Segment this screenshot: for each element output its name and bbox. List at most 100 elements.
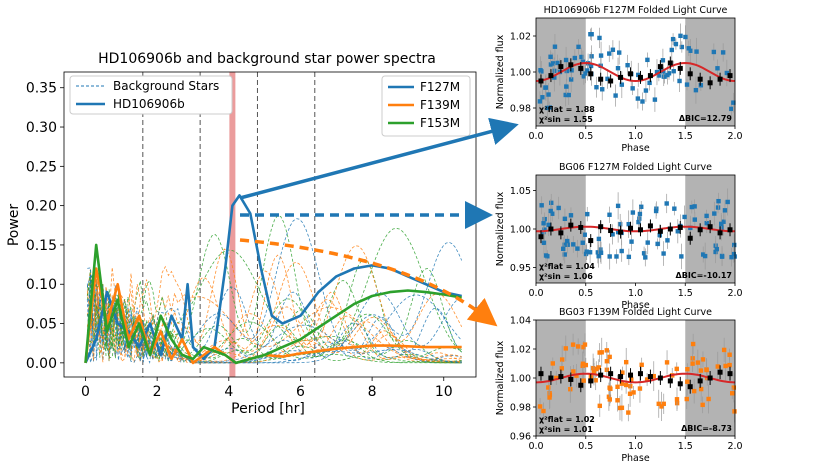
raw-point — [702, 253, 708, 259]
raw-point — [623, 382, 629, 388]
power-spectra-chart: HD106906b and background star power spec… — [6, 51, 477, 417]
raw-point — [580, 59, 586, 64]
raw-point — [714, 246, 720, 252]
raw-point — [694, 49, 699, 54]
binned-point — [598, 372, 604, 378]
raw-point — [729, 254, 734, 260]
raw-point — [566, 92, 571, 98]
binned-point — [608, 78, 614, 84]
raw-point — [589, 54, 594, 59]
y-tick-label: 0.15 — [26, 238, 57, 254]
raw-point — [700, 357, 706, 362]
raw-point — [548, 54, 553, 59]
x-tick-label: 0 — [81, 384, 90, 400]
y-tick-label: 0.98 — [510, 403, 531, 414]
chi2-flat-annotation: χ²flat = 1.02 — [539, 415, 595, 424]
raw-point — [574, 373, 579, 378]
raw-point — [597, 35, 602, 41]
raw-point — [608, 386, 613, 392]
raw-point — [607, 254, 612, 259]
raw-point — [623, 359, 629, 365]
raw-point — [543, 253, 549, 258]
raw-point — [727, 362, 732, 368]
raw-point — [547, 395, 552, 400]
raw-point — [607, 51, 612, 56]
x-tick-label: 2.0 — [727, 131, 742, 142]
raw-point — [568, 213, 574, 218]
raw-point — [719, 254, 725, 259]
raw-point — [716, 198, 721, 204]
raw-point — [562, 216, 568, 222]
y-tick-label: 0.98 — [510, 104, 531, 115]
delta-bic-annotation: ΔBIC=12.79 — [679, 114, 733, 123]
raw-point — [541, 229, 546, 235]
binned-point — [588, 238, 594, 244]
y-tick-label: 0.96 — [510, 432, 531, 443]
binned-point — [608, 371, 614, 377]
raw-point — [568, 77, 574, 82]
raw-point — [688, 48, 693, 53]
raw-point — [689, 204, 695, 210]
binned-point — [548, 375, 554, 381]
x-tick-label: 1.0 — [628, 441, 643, 452]
background-star-curve — [86, 281, 462, 364]
raw-point — [606, 394, 612, 399]
raw-point — [593, 378, 598, 383]
binned-point — [647, 374, 653, 380]
raw-point — [571, 242, 576, 247]
raw-point — [639, 204, 644, 209]
binned-point — [618, 74, 624, 80]
y-axis-label: Normalized flux — [495, 34, 506, 109]
background-star-curve — [86, 274, 462, 363]
raw-point — [575, 344, 581, 349]
raw-point — [550, 61, 556, 66]
raw-point — [700, 402, 705, 408]
raw-point — [669, 47, 674, 53]
raw-point — [656, 73, 662, 78]
raw-point — [604, 348, 609, 353]
background-star-curve — [86, 298, 462, 364]
binned-point — [647, 223, 653, 229]
raw-point — [569, 68, 574, 73]
raw-point — [585, 211, 590, 217]
binned-point — [647, 73, 653, 79]
x-tick-label: 2.0 — [727, 288, 742, 299]
x-tick-label: 2.0 — [727, 441, 742, 452]
raw-point — [556, 205, 561, 211]
raw-point — [540, 95, 545, 100]
binned-point — [558, 374, 564, 380]
raw-point — [715, 364, 720, 369]
raw-point — [600, 87, 605, 92]
raw-point — [552, 75, 557, 80]
binned-point — [697, 227, 703, 233]
x-axis-label: Phase — [621, 143, 650, 154]
raw-point — [643, 255, 648, 260]
raw-point — [580, 240, 585, 245]
raw-point — [661, 251, 666, 256]
raw-point — [684, 82, 690, 87]
raw-point — [690, 361, 695, 366]
binned-point — [727, 73, 733, 79]
raw-point — [542, 227, 547, 232]
raw-point — [731, 251, 736, 257]
raw-point — [590, 365, 596, 371]
raw-point — [550, 211, 555, 216]
raw-point — [615, 384, 620, 389]
raw-point — [555, 60, 560, 66]
x-tick-label: 1.5 — [678, 288, 693, 299]
raw-point — [537, 99, 543, 104]
raw-point — [562, 242, 567, 247]
lightcurve-title: HD106906b F127M Folded Light Curve — [544, 5, 728, 16]
raw-point — [652, 97, 658, 102]
raw-point — [698, 368, 704, 373]
y-tick-label: 1.00 — [510, 225, 531, 236]
y-tick-label: 0.05 — [26, 317, 57, 333]
binned-point — [558, 64, 564, 70]
binned-point — [578, 224, 584, 230]
bg06-lightcurve-panel: BG06 F127M Folded Light Curve 0.0 0.5 1.0 1.… — [495, 162, 743, 311]
binned-point — [637, 74, 643, 80]
binned-point — [628, 225, 634, 231]
raw-point — [631, 390, 636, 395]
raw-point — [688, 225, 693, 231]
binned-point — [657, 228, 663, 234]
